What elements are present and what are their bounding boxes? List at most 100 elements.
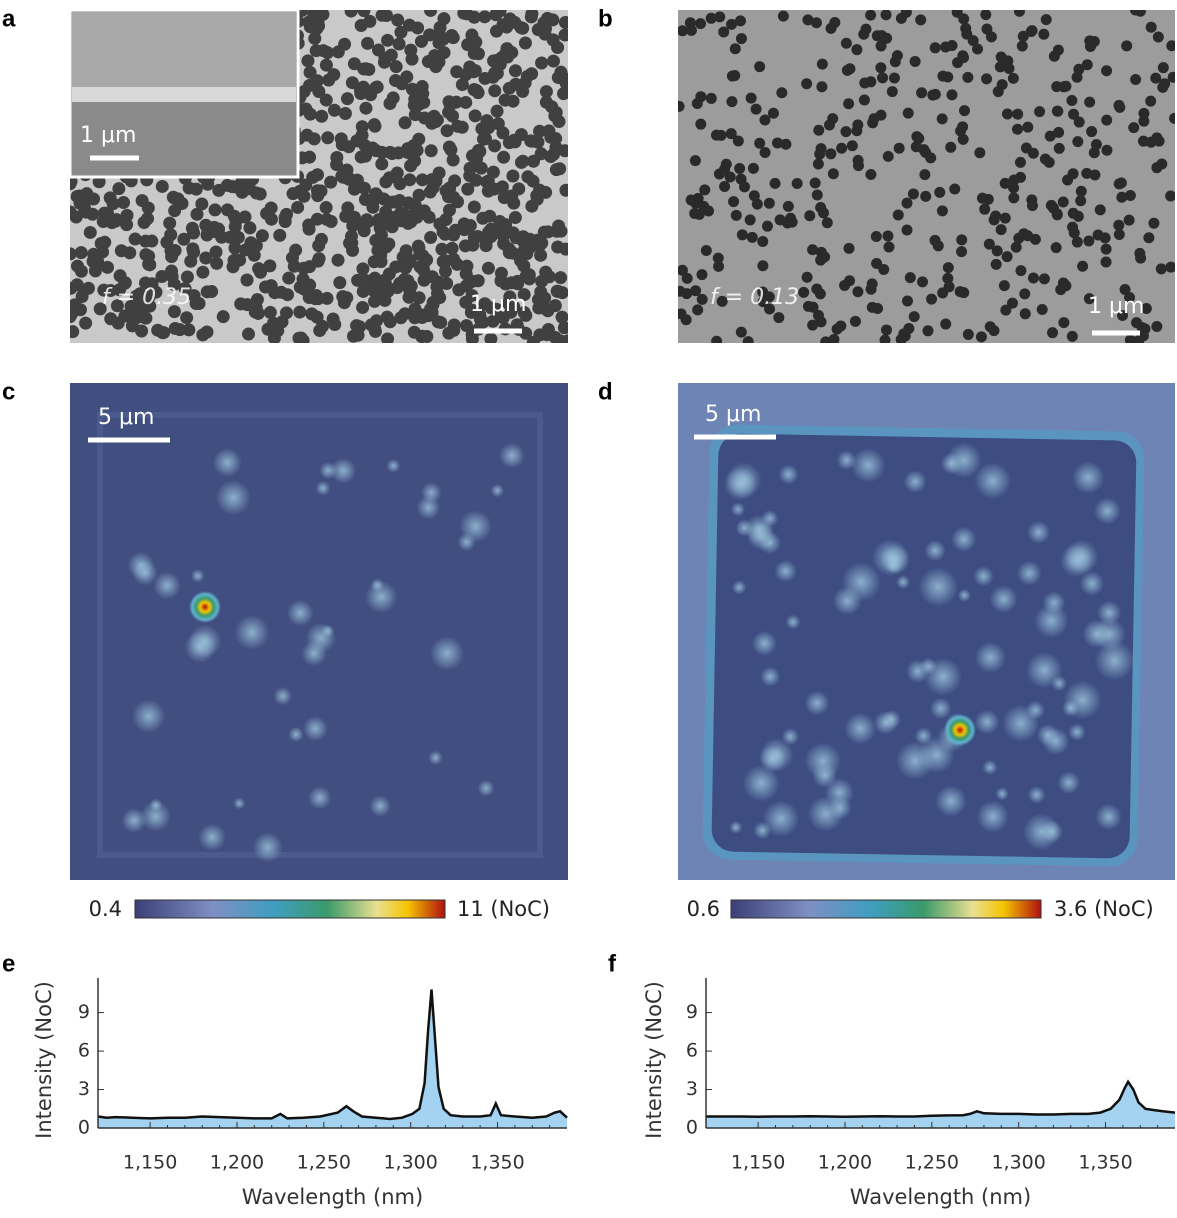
pore bbox=[400, 70, 414, 84]
pore bbox=[926, 293, 938, 305]
pore bbox=[713, 260, 725, 272]
scale-label: 1 μm bbox=[1088, 294, 1144, 319]
pore bbox=[546, 33, 560, 47]
pore bbox=[1029, 233, 1041, 245]
pore bbox=[459, 95, 473, 109]
pore bbox=[105, 216, 119, 230]
pore bbox=[70, 278, 84, 292]
pore bbox=[303, 260, 317, 274]
pore bbox=[782, 200, 794, 212]
pore bbox=[1019, 288, 1031, 300]
pore bbox=[252, 262, 266, 276]
pore bbox=[913, 132, 925, 144]
pore bbox=[486, 165, 500, 179]
y-tick-label: 9 bbox=[686, 1001, 698, 1023]
heatmap-frame bbox=[97, 412, 543, 858]
pore bbox=[362, 62, 376, 76]
pore bbox=[274, 285, 288, 299]
pore bbox=[310, 212, 324, 226]
pore bbox=[415, 173, 429, 187]
pore bbox=[415, 80, 429, 94]
pore bbox=[1123, 214, 1135, 226]
pore bbox=[228, 241, 242, 255]
pore bbox=[431, 286, 445, 300]
pore bbox=[949, 183, 961, 195]
pore bbox=[1086, 126, 1098, 138]
pore bbox=[695, 118, 707, 130]
pore bbox=[831, 323, 843, 335]
pore bbox=[735, 326, 747, 338]
pore bbox=[915, 14, 927, 26]
blob bbox=[844, 712, 877, 745]
pore bbox=[312, 252, 326, 266]
pore bbox=[1138, 107, 1150, 119]
pore bbox=[881, 324, 893, 336]
pore bbox=[263, 259, 277, 273]
pore bbox=[1025, 25, 1037, 37]
pore bbox=[143, 258, 157, 272]
pore bbox=[341, 201, 355, 215]
pore bbox=[719, 163, 731, 175]
blob bbox=[974, 462, 1012, 500]
pore bbox=[73, 189, 87, 203]
pore bbox=[402, 290, 416, 304]
pore bbox=[343, 236, 357, 250]
pore bbox=[1143, 232, 1155, 244]
pore bbox=[715, 129, 727, 141]
pore bbox=[403, 18, 417, 32]
blob bbox=[369, 795, 391, 817]
pore bbox=[358, 193, 372, 207]
pore bbox=[980, 10, 992, 21]
pore bbox=[1113, 229, 1125, 241]
pore bbox=[712, 252, 724, 264]
pore bbox=[1169, 112, 1175, 124]
pore bbox=[1047, 327, 1059, 339]
pore bbox=[117, 196, 131, 210]
pore bbox=[827, 113, 839, 125]
pore bbox=[814, 148, 826, 160]
pore bbox=[767, 107, 779, 119]
pore bbox=[163, 216, 177, 230]
pore bbox=[1114, 101, 1126, 113]
pore bbox=[390, 166, 404, 180]
pore bbox=[338, 107, 352, 121]
pore bbox=[975, 331, 987, 343]
blob bbox=[841, 562, 881, 602]
blob bbox=[198, 823, 226, 852]
blob bbox=[1057, 771, 1081, 795]
pore bbox=[324, 215, 338, 229]
pore bbox=[255, 229, 269, 243]
pore bbox=[1116, 191, 1128, 203]
pore bbox=[367, 294, 381, 308]
pore bbox=[816, 81, 828, 93]
pore bbox=[1014, 156, 1026, 168]
pore bbox=[330, 158, 344, 172]
pore bbox=[1148, 217, 1160, 229]
pore bbox=[700, 244, 712, 256]
pore bbox=[558, 28, 568, 42]
pore bbox=[554, 224, 568, 238]
pore bbox=[956, 246, 968, 258]
pore bbox=[1113, 178, 1125, 190]
pore bbox=[875, 62, 887, 74]
pore bbox=[263, 305, 277, 319]
pore bbox=[908, 311, 920, 323]
pore bbox=[937, 70, 949, 82]
pore bbox=[519, 326, 533, 340]
blob bbox=[1061, 699, 1080, 717]
blob bbox=[315, 480, 331, 496]
blob bbox=[974, 641, 1006, 673]
pore bbox=[377, 239, 391, 253]
pore bbox=[1128, 122, 1140, 134]
area bbox=[706, 1081, 1175, 1128]
pore bbox=[468, 109, 482, 123]
pore bbox=[533, 124, 547, 138]
pore bbox=[1022, 121, 1034, 133]
pore bbox=[101, 260, 115, 274]
pore bbox=[1017, 30, 1029, 42]
pore bbox=[718, 26, 730, 38]
pore bbox=[354, 150, 368, 164]
pore bbox=[207, 224, 221, 238]
pore bbox=[171, 192, 185, 206]
